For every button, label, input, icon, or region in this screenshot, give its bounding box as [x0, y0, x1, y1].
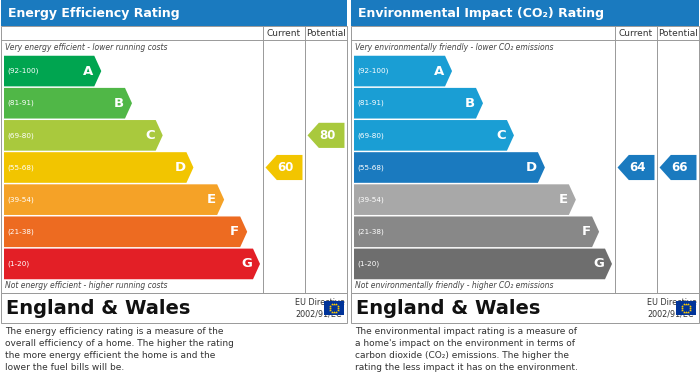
- Text: (69-80): (69-80): [357, 132, 384, 138]
- Bar: [351, 293, 699, 323]
- Polygon shape: [4, 88, 132, 118]
- Polygon shape: [354, 249, 612, 279]
- Text: England & Wales: England & Wales: [356, 298, 540, 317]
- Text: E: E: [207, 193, 216, 206]
- Text: Not energy efficient - higher running costs: Not energy efficient - higher running co…: [5, 281, 167, 290]
- Text: Potential: Potential: [306, 29, 346, 38]
- Bar: [1, 293, 347, 323]
- Text: C: C: [145, 129, 155, 142]
- Polygon shape: [307, 123, 344, 148]
- Text: A: A: [434, 65, 444, 77]
- Text: C: C: [496, 129, 506, 142]
- Polygon shape: [4, 249, 260, 279]
- Polygon shape: [354, 120, 514, 151]
- Polygon shape: [354, 217, 599, 247]
- Text: England & Wales: England & Wales: [6, 298, 190, 317]
- Text: F: F: [582, 225, 591, 238]
- Text: (1-20): (1-20): [7, 261, 29, 267]
- Bar: [324, 301, 344, 315]
- Text: EU Directive
2002/91/EC: EU Directive 2002/91/EC: [295, 298, 344, 318]
- Polygon shape: [4, 217, 247, 247]
- Text: Energy Efficiency Rating: Energy Efficiency Rating: [8, 7, 180, 20]
- Polygon shape: [659, 155, 696, 180]
- Polygon shape: [354, 56, 452, 86]
- Text: (81-91): (81-91): [7, 100, 34, 106]
- Text: The environmental impact rating is a measure of
a home's impact on the environme: The environmental impact rating is a mea…: [355, 327, 578, 373]
- Text: EU Directive
2002/91/EC: EU Directive 2002/91/EC: [647, 298, 696, 318]
- Text: Current: Current: [267, 29, 301, 38]
- Text: (92-100): (92-100): [7, 68, 38, 74]
- Bar: [351, 0, 699, 26]
- Text: (1-20): (1-20): [357, 261, 379, 267]
- Bar: [1, 0, 347, 26]
- Polygon shape: [4, 152, 193, 183]
- Text: Very energy efficient - lower running costs: Very energy efficient - lower running co…: [5, 43, 167, 52]
- Text: (39-54): (39-54): [357, 196, 384, 203]
- Polygon shape: [354, 152, 545, 183]
- Text: G: G: [241, 257, 252, 271]
- Text: 66: 66: [671, 161, 688, 174]
- Text: (55-68): (55-68): [357, 164, 384, 171]
- Text: (21-38): (21-38): [357, 228, 384, 235]
- Text: (81-91): (81-91): [357, 100, 384, 106]
- Bar: [676, 301, 696, 315]
- Text: D: D: [174, 161, 186, 174]
- Text: (39-54): (39-54): [7, 196, 34, 203]
- Text: The energy efficiency rating is a measure of the
overall efficiency of a home. T: The energy efficiency rating is a measur…: [5, 327, 234, 373]
- Text: Environmental Impact (CO₂) Rating: Environmental Impact (CO₂) Rating: [358, 7, 604, 20]
- Text: (69-80): (69-80): [7, 132, 34, 138]
- Text: F: F: [230, 225, 239, 238]
- Bar: [351, 26, 699, 293]
- Polygon shape: [354, 88, 483, 118]
- Text: 64: 64: [629, 161, 646, 174]
- Polygon shape: [4, 120, 162, 151]
- Text: B: B: [114, 97, 124, 110]
- Polygon shape: [4, 56, 101, 86]
- Text: E: E: [559, 193, 568, 206]
- Text: A: A: [83, 65, 93, 77]
- Text: G: G: [593, 257, 604, 271]
- Text: Current: Current: [619, 29, 653, 38]
- Text: Potential: Potential: [658, 29, 698, 38]
- Text: B: B: [465, 97, 475, 110]
- Text: (21-38): (21-38): [7, 228, 34, 235]
- Bar: [1, 26, 347, 293]
- Text: 60: 60: [277, 161, 294, 174]
- Text: (55-68): (55-68): [7, 164, 34, 171]
- Text: Not environmentally friendly - higher CO₂ emissions: Not environmentally friendly - higher CO…: [355, 281, 554, 290]
- Text: Very environmentally friendly - lower CO₂ emissions: Very environmentally friendly - lower CO…: [355, 43, 554, 52]
- Polygon shape: [354, 184, 576, 215]
- Polygon shape: [617, 155, 654, 180]
- Polygon shape: [265, 155, 302, 180]
- Polygon shape: [4, 184, 224, 215]
- Text: D: D: [526, 161, 537, 174]
- Text: (92-100): (92-100): [357, 68, 388, 74]
- Text: 80: 80: [319, 129, 336, 142]
